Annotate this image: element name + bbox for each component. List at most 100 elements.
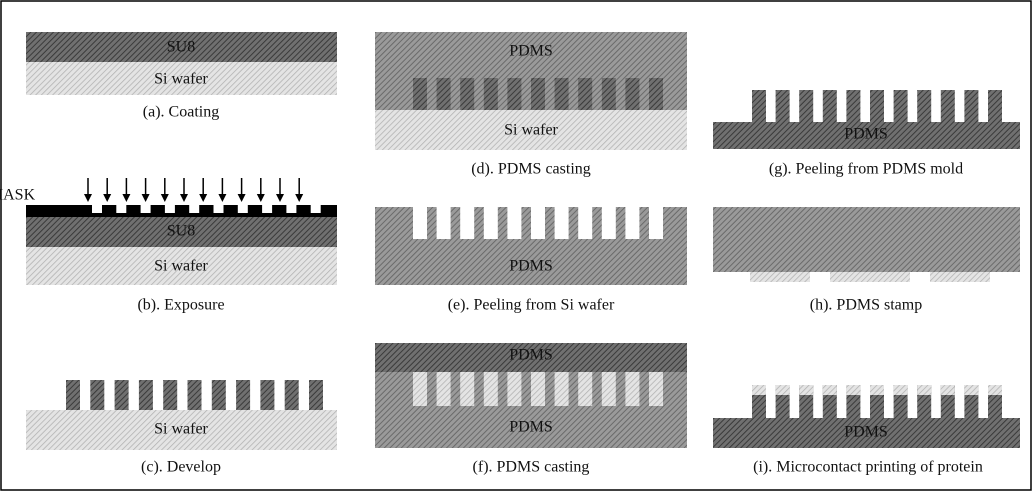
su8-pillar [163,380,178,410]
caption: (d). PDMS casting [471,161,591,178]
caption: (e). Peeling from Si wafer [448,297,615,314]
arrow-head [84,194,92,202]
protein-layer [822,385,837,395]
caption: (c). Develop [141,459,221,476]
arrow-head [218,194,227,202]
label: PDMS [844,126,888,143]
pdms-stamp [713,207,1020,272]
su8-pillar [413,78,427,110]
su8-pillar [507,78,522,110]
mask-opening [164,205,175,213]
label: PDMS [844,424,888,441]
caption: (h). PDMS stamp [810,297,922,314]
arrow-head [122,194,131,202]
protein-layer [799,385,814,395]
caption: (g). Peeling from PDMS mold [769,161,963,178]
arrow-head [256,194,265,202]
protein-layer [893,385,908,395]
mask [26,205,337,217]
mask-opening [310,205,321,213]
mask-label: MASK [0,187,36,204]
arrow-head [141,194,150,202]
su8-pillar [260,380,275,410]
pdms-pillar [601,372,616,406]
su8-pillar [649,78,663,110]
pdms-pillar [917,90,932,122]
pdms-pillar [483,372,498,406]
pdms-hole [413,207,427,239]
protein-layer [940,385,955,395]
pdms-hole [531,207,545,239]
mask-opening [213,205,224,213]
su8-pillar [236,380,251,410]
label: SU8 [167,223,195,240]
pdms-hole [578,207,593,239]
pdms-pillar [413,372,427,406]
label: Si wafer [504,122,558,139]
pdms-pillar [846,90,861,122]
protein-layer [846,385,861,395]
su8-pillar [578,78,593,110]
stamp-pad [750,272,810,282]
label: PDMS [509,419,553,436]
pdms-hole [460,207,475,239]
pdms-pillar [893,90,908,122]
su8-pillar [625,78,640,110]
su8-pillar [138,380,153,410]
protein-layer [964,385,979,395]
pdms-pillar [578,372,593,406]
mask-opening [116,205,127,213]
mask-opening [237,205,248,213]
mask-opening [286,205,297,213]
pdms-hole [507,207,522,239]
pdms-hole [554,207,569,239]
caption: (b). Exposure [137,297,224,314]
pdms-base [713,418,1020,448]
label: SU8 [167,39,195,56]
su8-pillar [187,380,202,410]
pdms-pillar [649,372,663,406]
protein-layer [775,385,790,395]
su8-pillar [90,380,105,410]
pdms-pillar [822,90,837,122]
caption: (f). PDMS casting [473,459,590,476]
protein-layer [752,385,766,395]
pdms-pillar [870,90,884,122]
caption: (a). Coating [143,104,219,121]
arrow-head [180,194,188,202]
label: PDMS [509,43,553,60]
mask-opening [140,205,151,213]
pdms-pillar [940,90,955,122]
su8-layer [26,217,337,247]
protein-layer [988,385,1002,395]
stamp-pad [830,272,910,282]
label: PDMS [509,347,553,364]
stamp-pad [930,272,990,282]
arrow-head [103,194,112,202]
caption: (i). Microcontact printing of protein [753,459,983,476]
label: Si wafer [154,71,208,88]
label: Si wafer [154,421,208,438]
label: PDMS [509,258,553,275]
pdms-pillar [625,372,640,406]
su8-pillar [460,78,475,110]
pdms-pillar [554,372,569,406]
pdms-pillar [507,372,522,406]
pdms-pillar [964,90,979,122]
si-wafer [26,62,337,95]
su8-pillar [554,78,569,110]
protein-layer [917,385,932,395]
arrow-head [199,194,208,202]
pdms-base [713,122,1020,149]
arrow-head [295,194,304,202]
pdms-hole [625,207,640,239]
pdms-hole [601,207,616,239]
su8-pillar [211,380,226,410]
pdms-hole [649,207,663,239]
arrow-head [276,194,284,202]
pdms-pillar [752,90,766,122]
su8-pillar [483,78,498,110]
pdms-pillar [799,90,814,122]
